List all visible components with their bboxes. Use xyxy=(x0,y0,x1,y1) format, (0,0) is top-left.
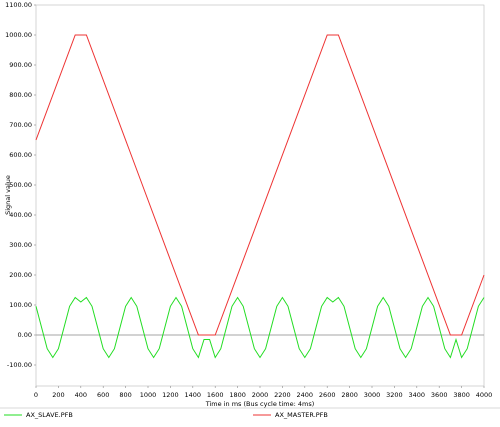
y-tick-label: -100.00 xyxy=(7,361,32,369)
x-tick-label: 0 xyxy=(34,391,38,399)
y-tick-label: 100.00 xyxy=(9,301,32,309)
x-tick-label: 1600 xyxy=(207,391,224,399)
y-tick-label: 200.00 xyxy=(9,271,32,279)
x-tick-label: 3400 xyxy=(409,391,426,399)
y-tick-label: 400.00 xyxy=(9,211,32,219)
x-tick-label: 1800 xyxy=(229,391,246,399)
y-tick-label: 800.00 xyxy=(9,91,32,99)
x-tick-label: 800 xyxy=(119,391,131,399)
x-tick-label: 2400 xyxy=(297,391,314,399)
y-tick-label: 700.00 xyxy=(9,121,32,129)
series-line xyxy=(35,296,485,359)
x-tick-label: 1400 xyxy=(185,391,202,399)
x-tick-label: 2000 xyxy=(252,391,269,399)
y-tick-label: 1000.00 xyxy=(5,31,32,39)
x-tick-label: 600 xyxy=(97,391,109,399)
plot-area xyxy=(35,4,485,387)
x-axis-label: Time in ms (Bus cycle time: 4ms) xyxy=(205,400,315,408)
x-tick-label: 3600 xyxy=(431,391,448,399)
x-tick-label: 2600 xyxy=(319,391,336,399)
y-tick-label: 600.00 xyxy=(9,151,32,159)
y-tick-label: 500.00 xyxy=(9,181,32,189)
x-tick-label: 3800 xyxy=(453,391,470,399)
x-tick-label: 400 xyxy=(75,391,87,399)
y-tick-label: 300.00 xyxy=(9,241,32,249)
x-tick-label: 3200 xyxy=(386,391,403,399)
legend-label: AX_MASTER.PFB xyxy=(275,411,328,419)
x-tick-label: 2800 xyxy=(341,391,358,399)
series-line xyxy=(35,34,485,336)
y-tick-label: 900.00 xyxy=(9,61,32,69)
x-tick-label: 1000 xyxy=(140,391,157,399)
y-tick-label: 0.00 xyxy=(18,331,32,339)
x-tick-label: 4000 xyxy=(476,391,493,399)
x-tick-label: 1200 xyxy=(162,391,179,399)
x-tick-label: 2200 xyxy=(274,391,291,399)
x-tick-label: 3000 xyxy=(364,391,381,399)
legend-label: AX_SLAVE.PFB xyxy=(26,411,73,419)
x-tick-label: 200 xyxy=(52,391,64,399)
y-axis-label: Signal value xyxy=(4,175,12,215)
y-tick-label: 1100.00 xyxy=(5,1,32,9)
